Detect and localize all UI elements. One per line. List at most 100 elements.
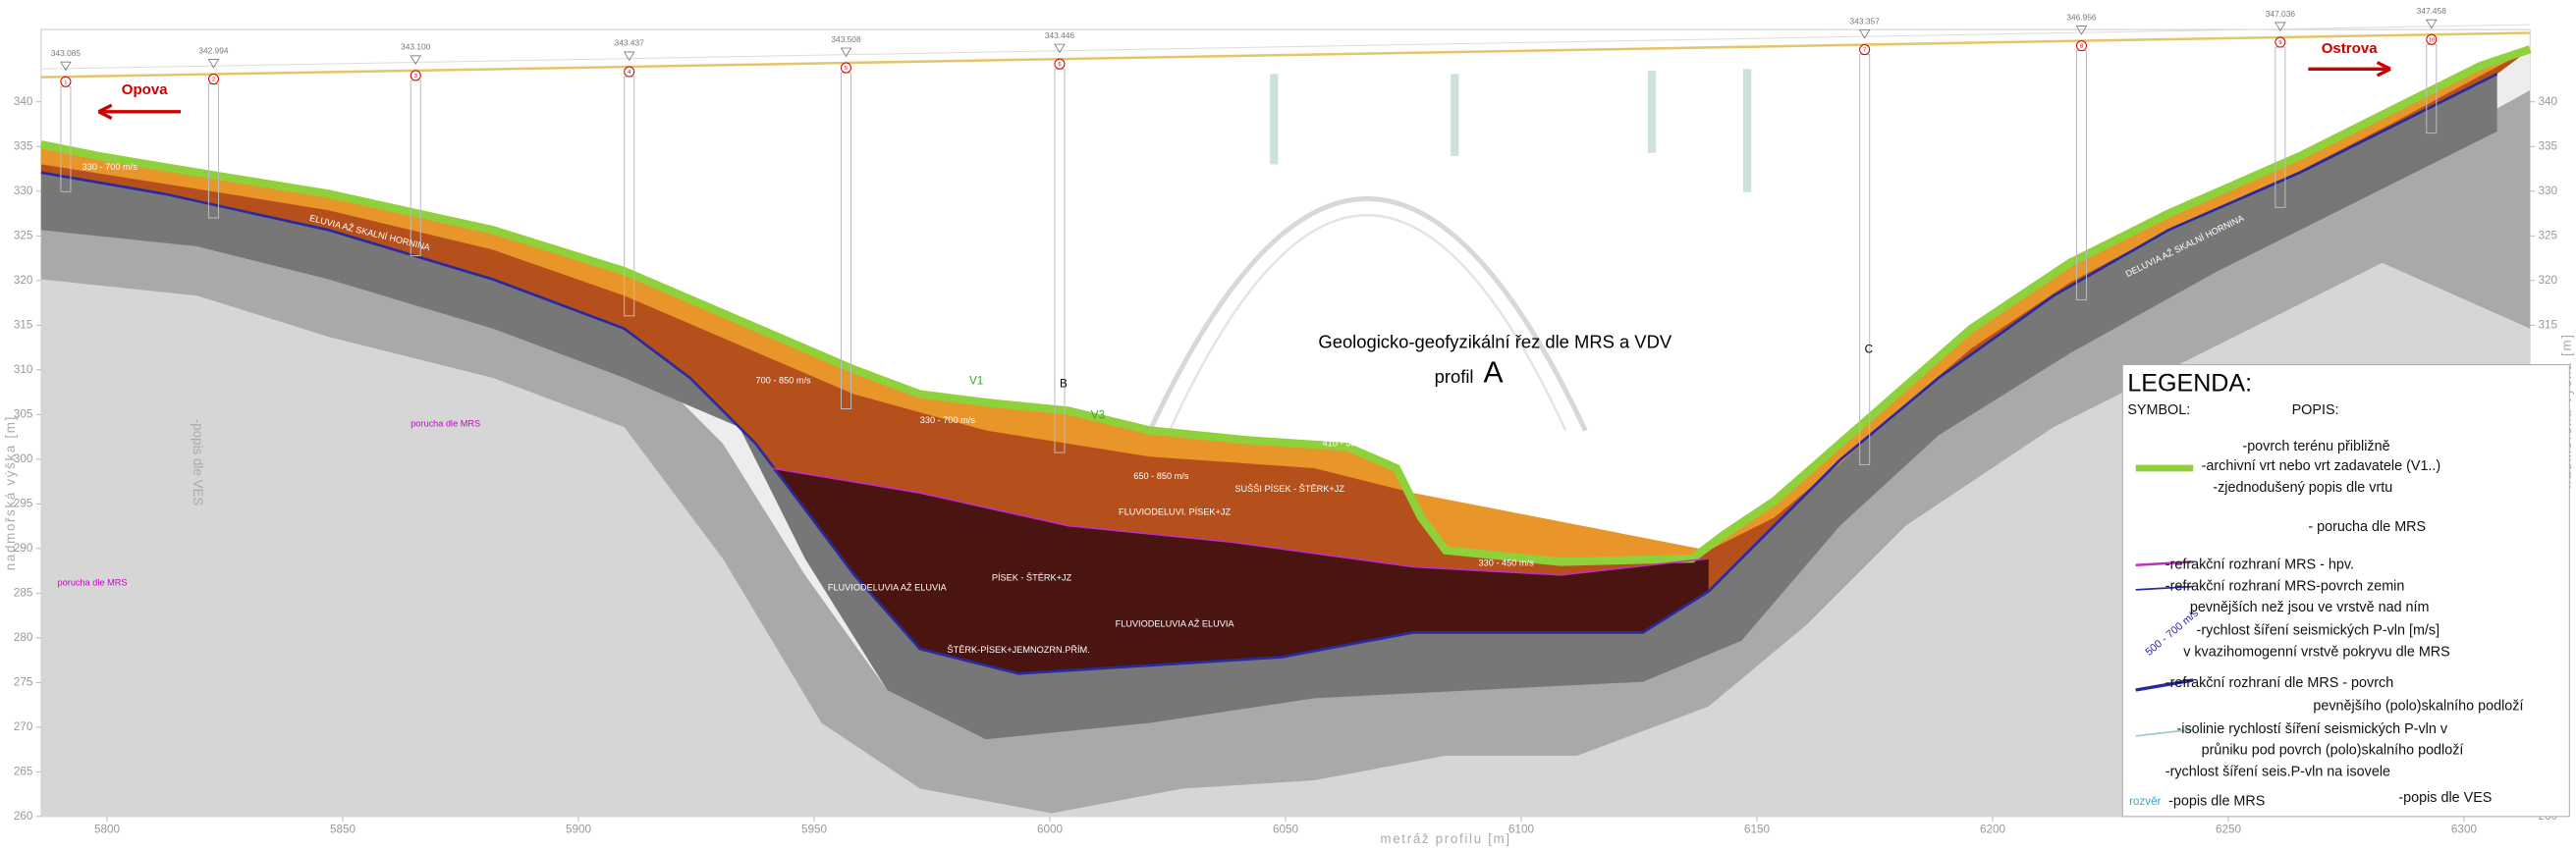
pier-marker — [410, 70, 421, 81]
legend-items: -povrch terénu přibližně -archivní vrt ne… — [2165, 439, 2524, 810]
bridge-deck — [40, 31, 2531, 79]
y-tick-label-right: 325 — [2539, 229, 2558, 241]
pier-number: 9 — [2278, 40, 2281, 46]
pier-number: 3 — [414, 74, 417, 80]
piers: 1 343.085 2 342.994 3 343.100 4 343.437 5 343.508… — [51, 6, 2447, 465]
bridge-arch — [1168, 214, 1567, 432]
legend-item: -isolinie rychlostí šíření seismických P… — [2177, 721, 2448, 737]
y-tick-label: 340 — [14, 95, 33, 108]
borehole: C — [1865, 344, 1873, 356]
layer-label: FLUVIODELUVIA AŽ ELUVIA — [1116, 618, 1235, 628]
pier-level: 343.437 — [615, 38, 645, 48]
pier-triangle — [2426, 19, 2438, 29]
column — [1742, 69, 1752, 192]
y-axis-label: nadmořská výška [m] — [3, 415, 18, 570]
legend-item: v kvazihomogenní vrstvě pokryvu dle MRS — [2183, 644, 2450, 660]
pier — [1859, 54, 1871, 465]
bridge-arch — [1147, 196, 1588, 432]
layer-label: SUŠŠI PÍSEK - ŠTĚRK+JZ — [1234, 484, 1344, 494]
legend-item: -rychlost šíření seismických P-vln [m/s] — [2197, 623, 2440, 639]
pier-marker — [207, 74, 219, 85]
pier-marker — [2275, 36, 2286, 48]
legend-item: -popis dle MRS — [2168, 794, 2265, 810]
speed-label: 330 - 450 m/s — [1479, 558, 1535, 568]
speed-label: 410 - 500 m/s — [1323, 438, 1379, 448]
legend-item: -refrakční rozhraní dle MRS - povrch — [2165, 675, 2393, 691]
pier-triangle — [60, 61, 72, 72]
x-tick-label: 6200 — [1980, 823, 2006, 835]
pier-triangle — [207, 59, 220, 69]
x-tick-label: 5850 — [330, 823, 356, 835]
bridge-columns — [1270, 69, 1752, 192]
x-tick-label: 6000 — [1037, 823, 1064, 835]
x-tick-label: 5900 — [566, 823, 592, 835]
pier-triangle — [1858, 29, 1871, 39]
upper-layer — [40, 49, 2531, 562]
legend-item: -popis dle VES — [2398, 790, 2492, 806]
pier-triangle — [2075, 26, 2088, 35]
layer-label: PÍSEK - ŠTĚRK+JZ — [992, 573, 1072, 583]
y-tick-label-right: 335 — [2539, 139, 2558, 152]
y-tick-label: 280 — [14, 631, 33, 644]
pier-marker — [840, 62, 852, 74]
pier — [1054, 68, 1066, 453]
bedrock-interface — [40, 73, 2498, 675]
legend-item: -povrch terénu přibližně — [2242, 439, 2389, 454]
column — [1270, 74, 1279, 165]
pier-triangle — [840, 47, 852, 58]
pier-level: 343.446 — [1045, 30, 1075, 40]
y-tick-label: 300 — [14, 452, 33, 465]
y-tick-label: 260 — [14, 810, 33, 823]
column — [1451, 74, 1459, 157]
pier-level: 347.036 — [2266, 9, 2296, 19]
pier-number: 5 — [845, 66, 848, 72]
x-tick-label: 6150 — [1744, 823, 1771, 835]
pier-triangle — [410, 55, 421, 65]
column — [1647, 70, 1657, 153]
x-tick-label: 6050 — [1273, 823, 1299, 835]
legend-sample: rozvěr — [2129, 795, 2162, 808]
legend-swatch — [2135, 585, 2194, 591]
arrow-left — [97, 103, 182, 121]
borehole: B — [1060, 378, 1068, 391]
legend-swatch — [2135, 560, 2194, 567]
x-tick-label: 6250 — [2216, 823, 2242, 835]
pier-number: 6 — [1058, 62, 1061, 68]
pier-level: 343.508 — [831, 34, 861, 44]
speed-label: 700 - 850 m/s — [756, 376, 812, 386]
pier-marker — [2075, 40, 2087, 52]
x-axis-label: metráž profilu [m] — [1380, 831, 1510, 846]
x-tick-label: 6100 — [1508, 823, 1535, 835]
speed-label: 650 - 850 m/s — [1133, 471, 1189, 481]
y-tick-label: 275 — [14, 675, 33, 688]
legend-item: -archivní vrt nebo vrt zadavatele (V1..) — [2202, 458, 2441, 474]
arrow-right — [2308, 61, 2391, 78]
speed-label: 330 - 700 m/s — [82, 162, 138, 172]
pier-marker — [1054, 58, 1066, 70]
legend-description: POPIS: — [2292, 402, 2339, 418]
legend-swatch — [2135, 728, 2194, 737]
y-tick-label-right: 320 — [2539, 274, 2558, 287]
pier-level: 343.357 — [1850, 16, 1881, 26]
pier-number: 10 — [2429, 37, 2436, 43]
x-tick-label: 6300 — [2451, 823, 2478, 835]
y-tick-label: 270 — [14, 720, 33, 733]
legend-swatch — [2135, 678, 2194, 692]
refraction-interface — [772, 467, 1709, 576]
y-tick-label: 290 — [14, 542, 33, 555]
pier-triangle — [1054, 43, 1066, 54]
legend-item: - porucha dle MRS — [2308, 519, 2426, 535]
ves-label: -popis dle VES — [191, 419, 205, 506]
pier-level: 343.085 — [51, 48, 82, 58]
pier-level: 347.458 — [2417, 6, 2447, 16]
y-tick-label: 310 — [14, 363, 33, 376]
borehole: V3 — [1091, 409, 1105, 422]
pier — [840, 72, 852, 410]
pier-number: 2 — [212, 78, 215, 83]
y-tick-label: 330 — [14, 185, 33, 197]
y-tick-label: 305 — [14, 407, 33, 420]
place-right: Ostrova — [2322, 40, 2378, 57]
